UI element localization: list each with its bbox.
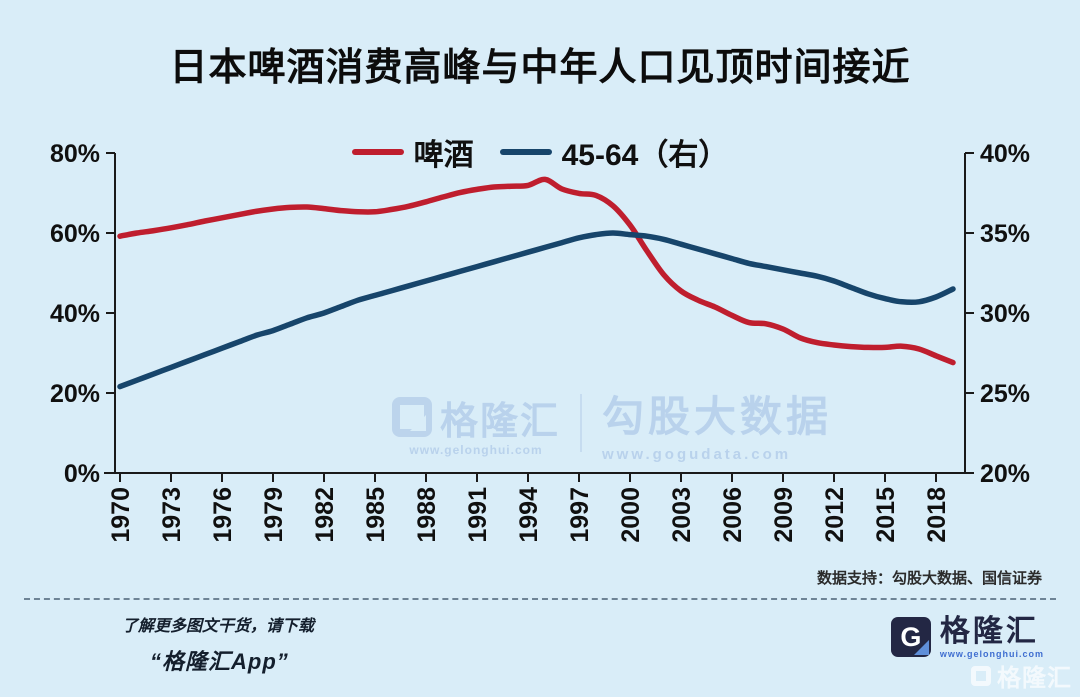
axis-tick-label: 60%: [50, 220, 100, 248]
watermark-brand-url: www.gelonghui.com: [409, 442, 543, 457]
population-line-swatch: [499, 149, 552, 155]
axis-tick-label: 40%: [50, 300, 100, 328]
watermark-product-text: 勾股大数据: [602, 393, 833, 440]
footer-brand-name: 格隆汇: [939, 615, 1039, 648]
axis-tick-label: 2006: [719, 487, 747, 543]
footer-divider: [24, 598, 1056, 600]
center-watermark: 格隆汇 www.gelonghui.com 勾股大数据 www.gogudata…: [392, 383, 832, 463]
promo-app-name: “格隆汇App”: [150, 649, 289, 674]
gelonghui-logo-icon: [392, 397, 432, 437]
axis-tick-label: 1970: [107, 487, 135, 543]
gelonghui-g-icon: G: [890, 617, 931, 657]
axis-tick-label: 20%: [980, 460, 1030, 488]
beer-line-swatch: [351, 149, 404, 155]
legend-item-beer: 啤酒: [351, 130, 474, 174]
axis-tick-label: 1976: [209, 487, 237, 543]
footer-brand-logo: G 格隆汇 www.gelonghui.com: [890, 615, 1044, 659]
footer-promo: 了解更多图文干货，请下载 “格隆汇App”: [122, 612, 314, 676]
axis-tick-label: 1985: [362, 487, 390, 543]
watermark-brand-text: 格隆汇: [440, 400, 561, 443]
footer-brand-url: www.gelonghui.com: [939, 649, 1044, 659]
beer-line: [117, 176, 956, 366]
data-source-note: 数据支持：勾股大数据、国信证券: [816, 570, 1042, 587]
axis-tick-label: 1988: [413, 487, 441, 543]
corner-watermark: 格隆汇: [971, 658, 1072, 693]
legend-label-population: 45-64（右）: [561, 139, 729, 172]
corner-watermark-text: 格隆汇: [997, 665, 1072, 692]
axis-tick-label: 1994: [515, 487, 543, 543]
axis-tick-label: 2000: [617, 487, 645, 543]
legend-label-beer: 啤酒: [413, 139, 474, 172]
axis-tick-label: 2009: [770, 487, 798, 543]
axis-tick-label: 2012: [821, 487, 849, 543]
axis-tick-label: 25%: [980, 380, 1030, 408]
axis-tick-label: 30%: [980, 300, 1030, 328]
page-title: 日本啤酒消费高峰与中年人口见顶时间接近: [169, 47, 911, 89]
axis-tick-label: 20%: [50, 380, 100, 408]
population-45-64-line: [117, 230, 956, 390]
axis-tick-label: 1973: [158, 487, 186, 543]
promo-text: 了解更多图文干货，请下载: [122, 618, 315, 635]
axis-tick-label: 35%: [980, 220, 1030, 248]
axis-tick-label: 1979: [260, 487, 288, 543]
axis-tick-label: 1982: [311, 487, 339, 543]
watermark-gelonghui: 格隆汇 www.gelonghui.com: [392, 390, 560, 457]
axis-tick-label: 2003: [668, 487, 696, 543]
axis-tick-label: 1997: [566, 487, 594, 543]
watermark-gogudata: 勾股大数据 www.gogudata.com: [602, 383, 832, 463]
chart-legend: 啤酒 45-64（右）: [0, 130, 1080, 174]
corner-watermark-g-icon: [971, 665, 991, 686]
axis-tick-label: 2018: [923, 487, 951, 543]
axis-tick-label: 1991: [464, 487, 492, 543]
legend-item-population: 45-64（右）: [499, 130, 729, 174]
axis-tick-label: 0%: [64, 460, 100, 488]
axis-tick-label: 2015: [872, 487, 900, 543]
watermark-divider: [580, 394, 583, 452]
watermark-product-url: www.gogudata.com: [602, 446, 792, 463]
